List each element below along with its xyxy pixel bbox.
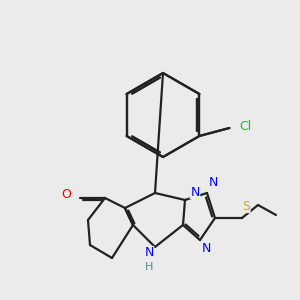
Text: Cl: Cl [241,119,254,133]
Text: N: N [208,176,218,190]
Text: N: N [144,247,154,260]
Text: N: N [190,185,200,199]
Text: Cl: Cl [239,119,251,133]
Text: H: H [145,262,153,272]
Text: N: N [201,242,211,254]
Text: O: O [61,188,71,200]
Text: S: S [242,200,250,212]
